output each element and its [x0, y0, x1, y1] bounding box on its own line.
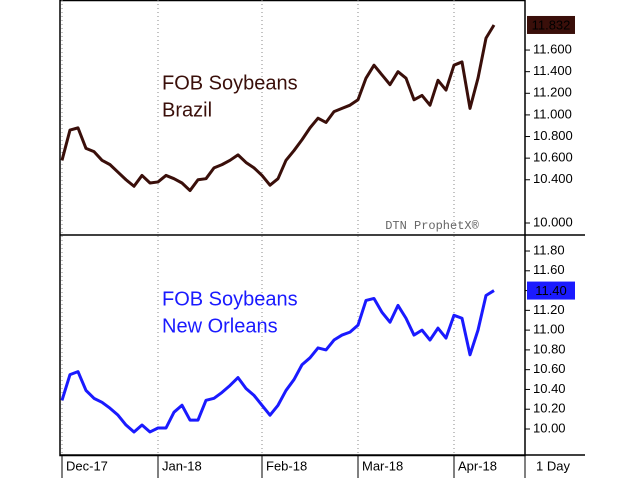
chart-title: FOB Soybeans — [162, 72, 298, 94]
series-line — [60, 24, 496, 193]
y-tick-label: 10.00 — [533, 420, 566, 435]
y-tick-label: 11.00 — [533, 322, 565, 337]
last-value-label: 11.40 — [535, 283, 567, 298]
y-tick-label: 11.600 — [533, 41, 572, 56]
y-tick-label: 11.400 — [533, 63, 572, 78]
y-tick-label: 10.600 — [533, 150, 573, 165]
chart-title: FOB Soybeans — [162, 288, 298, 310]
y-tick-label: 11.80 — [533, 242, 565, 257]
chart-subtitle: Brazil — [162, 99, 212, 121]
y-tick-label: 11.20 — [533, 302, 565, 317]
y-tick-label: 11.200 — [533, 85, 572, 100]
chart-subtitle: New Orleans — [162, 315, 278, 337]
last-value-box — [527, 281, 575, 300]
y-tick-label: 10.000 — [533, 214, 573, 229]
watermark: DTN ProphetX® — [385, 219, 479, 233]
y-tick-label: 10.60 — [533, 361, 566, 376]
y-tick-label: 10.800 — [533, 128, 573, 143]
y-tick-label: 10.80 — [533, 341, 566, 356]
x-tick-label: Dec-17 — [66, 458, 108, 473]
y-tick-label: 10.40 — [533, 381, 566, 396]
y-tick-label: 11.60 — [533, 262, 565, 277]
y-tick-label: 11.000 — [533, 106, 572, 121]
y-tick-label: 10.400 — [533, 171, 573, 186]
interval-label: 1 Day — [536, 458, 570, 473]
last-value-box — [527, 15, 575, 34]
x-tick-label: Apr-18 — [458, 458, 497, 473]
last-value-label: 11.832 — [532, 17, 571, 32]
x-tick-label: Jan-18 — [162, 458, 202, 473]
x-tick-label: Feb-18 — [266, 458, 307, 473]
series-line — [60, 289, 495, 434]
y-tick-label: 10.20 — [533, 401, 566, 416]
x-tick-label: Mar-18 — [362, 458, 403, 473]
